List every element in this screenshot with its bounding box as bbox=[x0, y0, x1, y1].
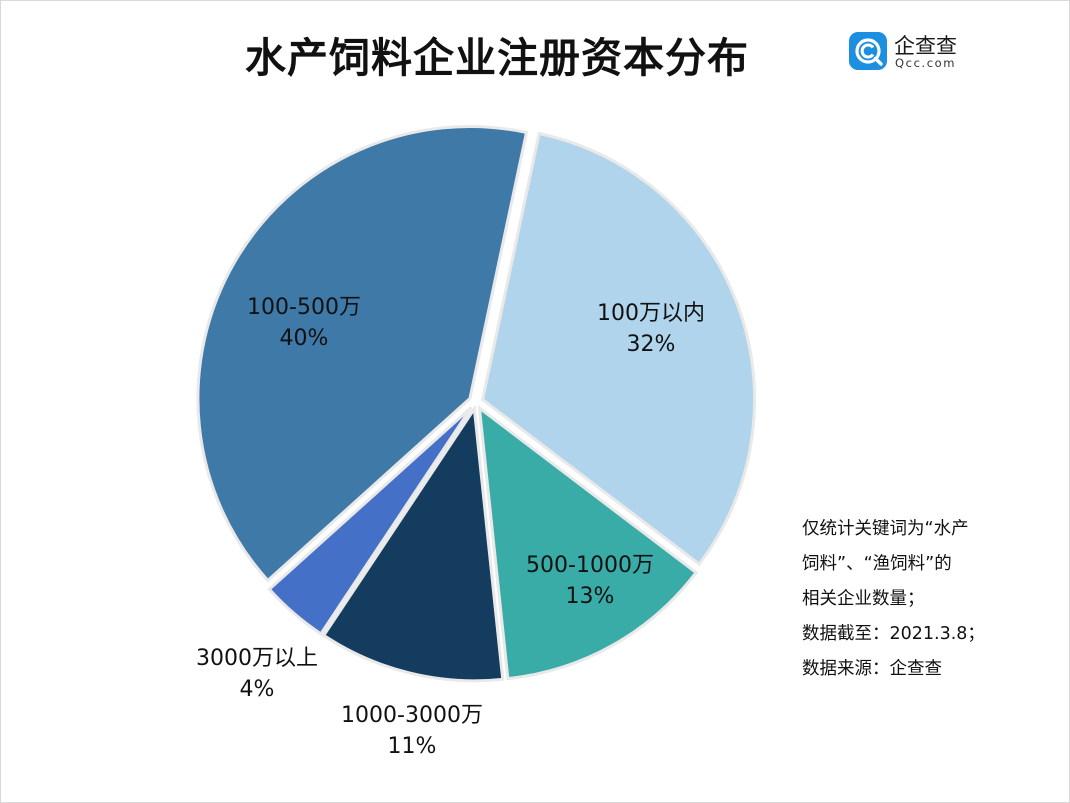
chart-title: 水产饲料企业注册资本分布 bbox=[245, 34, 749, 82]
slice-percent-label: 11% bbox=[388, 734, 437, 759]
qcc-logo-domain: Qcc.com bbox=[895, 56, 957, 70]
slice-percent-label: 4% bbox=[240, 677, 275, 702]
slice-category-label: 1000-3000万 bbox=[341, 703, 483, 728]
slice-category-label: 100-500万 bbox=[247, 295, 361, 320]
slice-category-label: 500-1000万 bbox=[526, 553, 654, 578]
footnote-line: 相关企业数量； bbox=[802, 589, 925, 609]
slice-percent-label: 40% bbox=[280, 326, 329, 351]
qcc-logo-icon bbox=[849, 32, 887, 70]
footnote-line: 数据截至：2021.3.8； bbox=[802, 624, 985, 644]
footnote-line: 饲料”、“渔饲料”的 bbox=[802, 554, 952, 574]
pie-slice bbox=[321, 404, 505, 683]
pie-slice bbox=[477, 404, 699, 681]
slice-category-label: 3000万以上 bbox=[196, 646, 318, 671]
slice-category-label: 100万以内 bbox=[597, 301, 705, 326]
qcc-logo-name: 企查查 bbox=[894, 34, 957, 58]
pie-slice bbox=[480, 131, 757, 567]
pie-slice bbox=[267, 406, 473, 636]
slice-percent-label: 32% bbox=[627, 332, 676, 357]
pie-slice bbox=[196, 125, 529, 583]
qcc-logo: 企查查 Qcc.com bbox=[849, 32, 999, 76]
footnote: 仅统计关键词为“水产 饲料”、“渔饲料”的 相关企业数量； 数据截至：2021.… bbox=[802, 512, 1042, 687]
footnote-line: 数据来源：企查查 bbox=[802, 659, 942, 679]
pie-slices bbox=[196, 125, 757, 683]
slice-percent-label: 13% bbox=[566, 584, 615, 609]
footnote-line: 仅统计关键词为“水产 bbox=[802, 519, 969, 539]
pie-labels: 100万以内 32% 500-1000万 13% 1000-3000万 11% 3000万以… bbox=[196, 295, 705, 759]
